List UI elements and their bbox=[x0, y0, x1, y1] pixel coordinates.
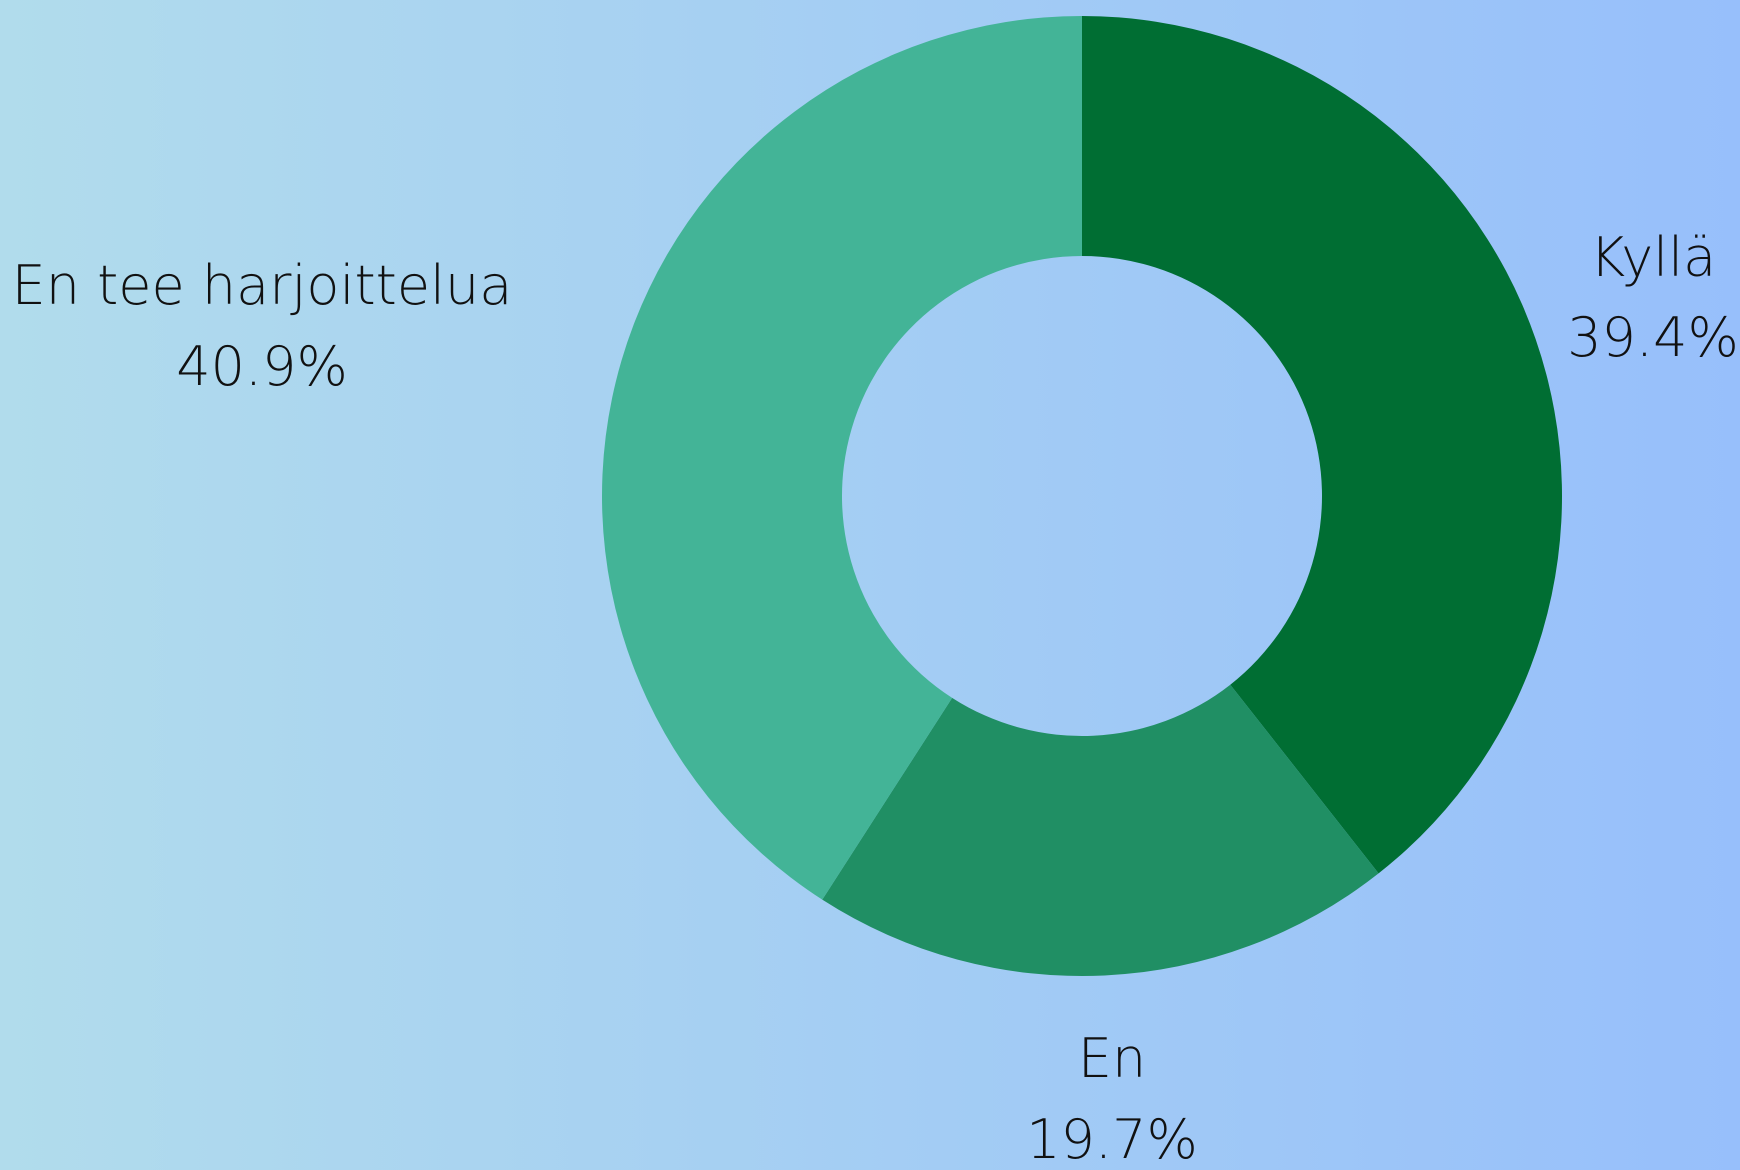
donut-segment bbox=[822, 684, 1379, 977]
segment-label: En tee harjoittelua bbox=[12, 254, 513, 317]
segment-value-label: 40.9% bbox=[176, 335, 348, 398]
donut-segment bbox=[1082, 16, 1563, 874]
segment-value-label: 19.7% bbox=[1026, 1108, 1198, 1170]
segment-label: Kyllä bbox=[1590, 226, 1717, 289]
donut-segment bbox=[602, 16, 1082, 900]
segment-value-label: 39.4% bbox=[1567, 306, 1739, 369]
segment-label: En bbox=[1078, 1027, 1146, 1090]
